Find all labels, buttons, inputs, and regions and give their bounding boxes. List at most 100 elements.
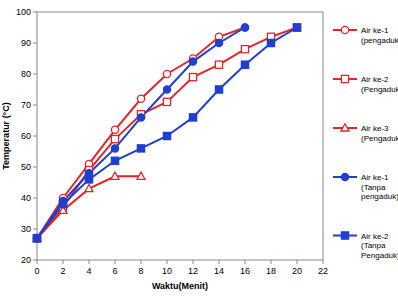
legend-label: Air ke-2(TanpaPengaduk)	[361, 232, 398, 260]
point	[85, 185, 93, 192]
series-line	[37, 176, 141, 238]
legend-label-line: (Tanpa	[361, 241, 386, 250]
point	[137, 114, 144, 121]
y-tick-label: 90	[21, 38, 31, 48]
x-tick	[89, 260, 90, 264]
point	[111, 145, 118, 152]
legend-label: Air ke-3(Pengaduk)	[361, 124, 398, 143]
legend-marker	[341, 173, 348, 180]
legend-label-line: Air ke-3	[361, 124, 389, 133]
x-tick-label: 14	[214, 266, 224, 276]
legend-label-line: Air ke-1	[361, 173, 389, 182]
x-tick-label: 16	[240, 266, 250, 276]
y-tick	[33, 198, 37, 199]
point	[215, 86, 222, 93]
legend: Air ke-1(pengaduk)Air ke-2(Pengaduk)Air …	[333, 26, 398, 260]
y-tick-label: 100	[16, 7, 31, 17]
plot-frame	[37, 12, 323, 260]
x-tick	[297, 260, 298, 264]
legend-marker	[341, 26, 348, 33]
x-tick	[141, 260, 142, 264]
point	[163, 132, 170, 139]
x-tick-label: 6	[112, 266, 117, 276]
y-tick	[33, 136, 37, 137]
series-line	[37, 28, 297, 239]
point	[163, 98, 170, 105]
point	[137, 172, 145, 179]
point	[241, 61, 248, 68]
y-tick	[33, 74, 37, 75]
point	[215, 39, 222, 46]
y-axis-label: Temperatur (°C)	[1, 102, 11, 169]
point	[189, 74, 196, 81]
legend-label: Air ke-1(pengaduk)	[361, 26, 398, 45]
point	[33, 235, 40, 242]
plot-area	[33, 24, 301, 242]
legend-label-line: (Pengaduk)	[361, 134, 398, 143]
x-tick-label: 8	[138, 266, 143, 276]
y-tick	[33, 260, 37, 261]
point	[241, 46, 248, 53]
point	[137, 145, 144, 152]
point	[111, 126, 118, 133]
series-line	[37, 28, 245, 239]
y-tick-label: 50	[21, 162, 31, 172]
x-tick-label: 10	[162, 266, 172, 276]
x-axis-label: Waktu(Menit)	[152, 281, 208, 291]
point	[137, 95, 144, 102]
x-tick	[219, 260, 220, 264]
series-line	[37, 28, 245, 239]
legend-label-line: (Tanpa	[361, 183, 386, 192]
x-tick-label: 22	[318, 266, 328, 276]
point	[85, 176, 92, 183]
chart: 02468101214161820222030405060708090100Wa…	[0, 0, 398, 299]
x-tick-label: 12	[188, 266, 198, 276]
x-tick	[271, 260, 272, 264]
legend-marker	[341, 75, 348, 82]
legend-marker	[341, 232, 348, 239]
point	[59, 201, 66, 208]
point	[241, 24, 248, 31]
x-tick-label: 4	[86, 266, 91, 276]
legend-label-line: pengaduk)	[361, 192, 398, 201]
point	[111, 172, 119, 179]
point	[241, 24, 248, 31]
legend-label-line: Pengaduk)	[361, 251, 398, 260]
y-tick	[33, 167, 37, 168]
y-tick	[33, 12, 37, 13]
y-tick	[33, 105, 37, 106]
series-line	[37, 28, 297, 239]
point	[33, 235, 40, 242]
point	[111, 136, 118, 143]
legend-marker	[341, 124, 349, 131]
point	[163, 86, 170, 93]
y-tick-label: 20	[21, 255, 31, 265]
x-tick	[245, 260, 246, 264]
point	[189, 114, 196, 121]
y-tick-label: 30	[21, 224, 31, 234]
legend-label: Air ke-1(Tanpapengaduk)	[361, 173, 398, 201]
x-tick	[323, 260, 324, 264]
y-tick	[33, 43, 37, 44]
point	[111, 157, 118, 164]
point	[267, 39, 274, 46]
x-tick	[63, 260, 64, 264]
y-tick-label: 40	[21, 193, 31, 203]
x-tick-label: 18	[266, 266, 276, 276]
x-tick	[115, 260, 116, 264]
x-tick-label: 20	[292, 266, 302, 276]
legend-label-line: Air ke-2	[361, 75, 389, 84]
point	[163, 70, 170, 77]
point	[293, 24, 300, 31]
legend-label-line: (pengaduk)	[361, 36, 398, 45]
point	[189, 58, 196, 65]
point	[33, 234, 41, 241]
background	[0, 0, 398, 299]
legend-label: Air ke-2(Pengaduk)	[361, 75, 398, 94]
y-tick-label: 60	[21, 131, 31, 141]
point	[215, 61, 222, 68]
x-tick	[167, 260, 168, 264]
legend-label-line: (Pengaduk)	[361, 85, 398, 94]
point	[33, 235, 40, 242]
y-tick-label: 80	[21, 69, 31, 79]
